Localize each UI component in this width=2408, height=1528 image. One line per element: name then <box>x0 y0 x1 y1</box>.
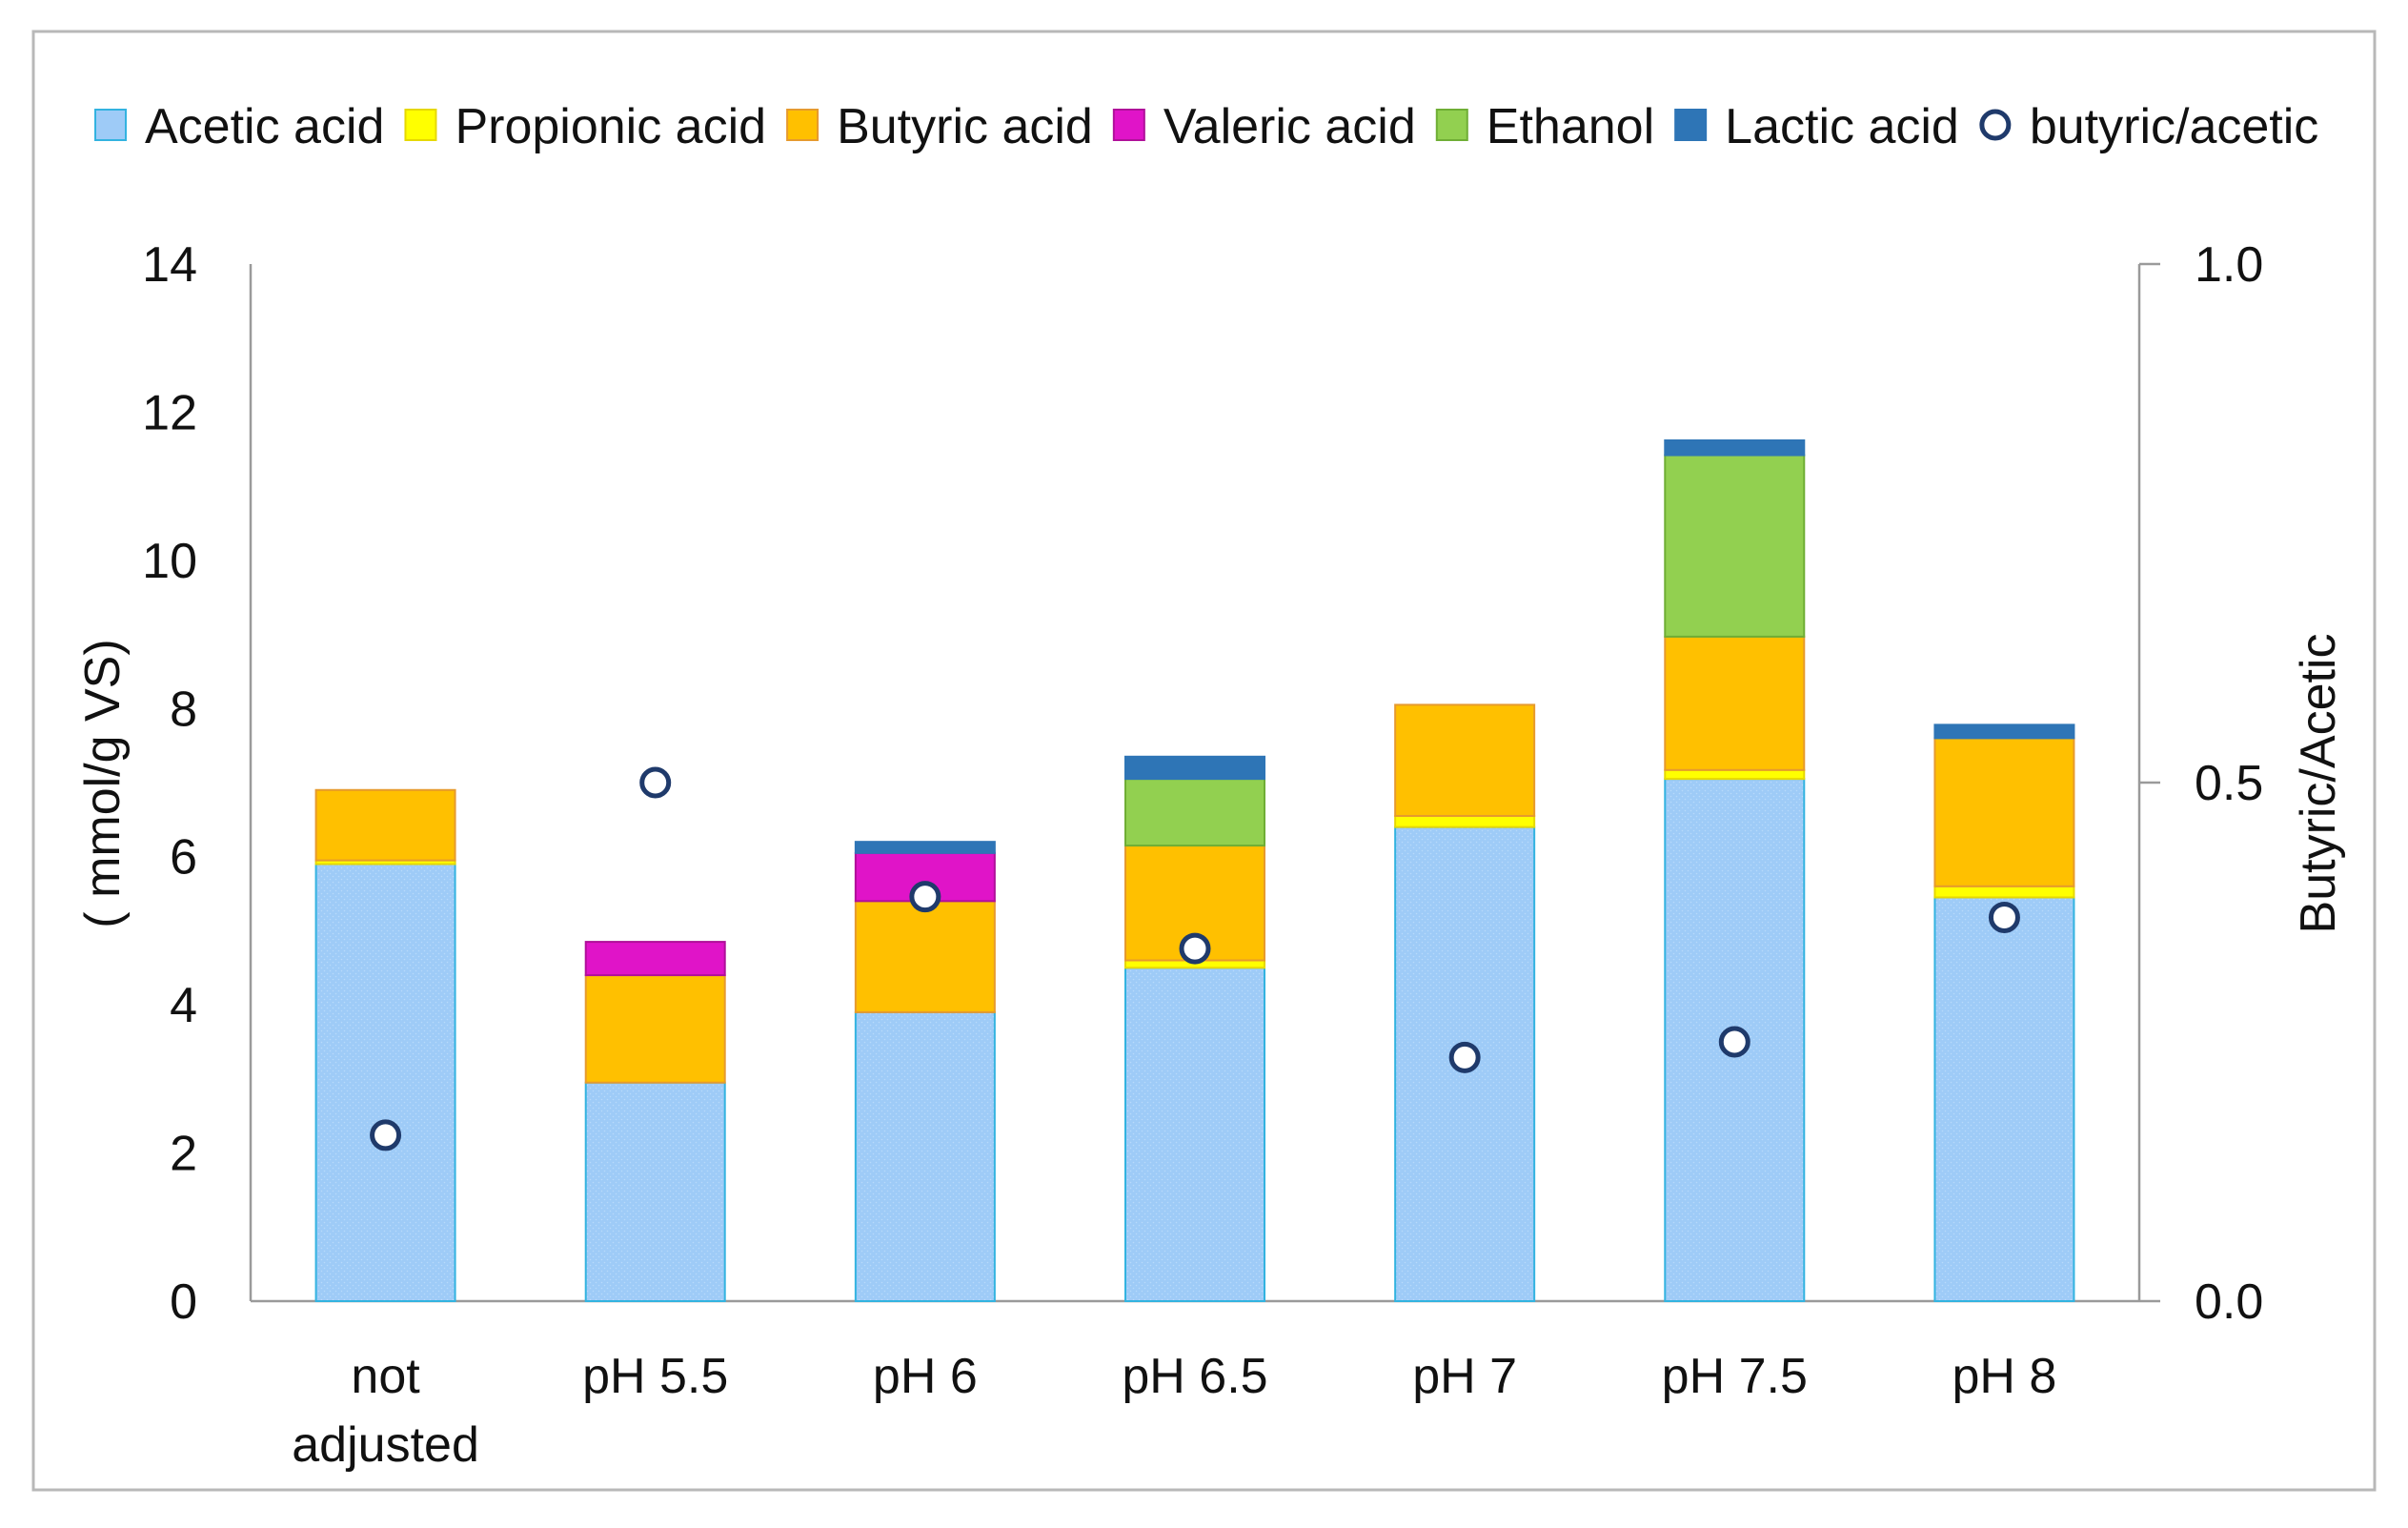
bar-segment-butyric-acid <box>314 788 456 862</box>
bar-segment-valeric-acid <box>584 941 726 977</box>
legend-label-butyric-acid: Butyric acid <box>837 99 1093 154</box>
bar-segment-butyric-acid <box>1394 703 1536 817</box>
bar-segment-lactic-acid <box>1124 755 1265 781</box>
bar-segment-propionic-acid <box>1664 768 1806 781</box>
bar-segment-butyric-acid <box>854 900 996 1013</box>
y-tick-label: 2 <box>170 1127 197 1182</box>
y2-tick-label: 1.0 <box>2195 237 2263 293</box>
x-tick-label: pH 8 <box>1953 1349 2057 1404</box>
legend-swatch-acetic-acid <box>94 109 127 141</box>
bar-segment-acetic-acid <box>854 1010 996 1303</box>
y-tick-label: 4 <box>170 978 197 1033</box>
ratio-marker <box>1718 1026 1750 1058</box>
y2-tick-label: 0.5 <box>2195 756 2263 811</box>
legend-label-propionic-acid: Propionic acid <box>455 99 766 154</box>
legend-swatch-propionic-acid <box>404 109 437 141</box>
x-tick-label: pH 7.5 <box>1662 1349 1808 1404</box>
bar-segment-butyric-acid <box>1664 635 1806 771</box>
y-tick-label: 10 <box>142 534 197 589</box>
ratio-marker <box>1179 932 1211 965</box>
y-tick-label: 8 <box>170 682 197 737</box>
bar-segment-acetic-acid <box>314 863 456 1302</box>
bar-segment-propionic-acid <box>1933 885 2075 899</box>
bar-segment-butyric-acid <box>584 974 726 1084</box>
bars <box>314 438 2075 1303</box>
ratio-markers <box>370 766 2020 1151</box>
x-tick-label: pH 6 <box>873 1349 978 1404</box>
legend-label-acetic-acid: Acetic acid <box>145 99 384 154</box>
bar-segment-lactic-acid <box>854 841 996 854</box>
axes: 0 2 4 6 8 10 12 14 0.0 0.5 1.0 ( mmol/g VS) Butyric/… <box>75 237 2346 1473</box>
ratio-marker <box>370 1119 402 1151</box>
y-axis-title: ( mmol/g VS) <box>75 639 131 927</box>
x-tick-label: adjusted <box>292 1417 479 1473</box>
ratio-marker <box>639 766 672 799</box>
bar-segment-acetic-acid <box>1933 896 2075 1302</box>
ratio-marker <box>1448 1041 1481 1073</box>
bar-segment-ethanol <box>1124 778 1265 847</box>
y-tick-label: 12 <box>142 385 197 440</box>
y-tick-label: 6 <box>170 830 197 886</box>
x-tick-label: pH 6.5 <box>1122 1349 1267 1404</box>
legend-swatch-lactic-acid <box>1674 109 1708 141</box>
x-tick-label: pH 7 <box>1412 1349 1517 1404</box>
bar-segment-lactic-acid <box>1933 723 2075 740</box>
legend-swatch-butyric-acid <box>786 109 820 141</box>
bar-segment-propionic-acid <box>1394 814 1536 828</box>
x-tick-label: pH 5.5 <box>582 1349 728 1404</box>
y-tick-label: 14 <box>142 237 197 293</box>
legend-swatch-valeric-acid <box>1112 109 1145 141</box>
bar-segment-butyric-acid <box>1933 737 2075 887</box>
legend-swatch-ethanol <box>1435 109 1468 141</box>
ratio-marker <box>1988 901 2020 933</box>
bar-segment-lactic-acid <box>1664 438 1806 457</box>
legend-label-lactic-acid: Lactic acid <box>1725 99 1959 154</box>
x-tick-label: not <box>351 1349 420 1404</box>
y2-tick-label: 0.0 <box>2195 1274 2263 1330</box>
bar-segment-ethanol <box>1664 454 1806 638</box>
bar-segment-acetic-acid <box>584 1081 726 1302</box>
ratio-marker <box>909 881 941 913</box>
legend-label-ethanol: Ethanol <box>1487 99 1654 154</box>
bar-segment-acetic-acid <box>1124 967 1265 1302</box>
legend: Acetic acid Propionic acid Butyric acid Val… <box>94 99 2318 154</box>
legend-swatch-butyric-acetic <box>1979 109 2012 141</box>
y-tick-label: 0 <box>170 1274 197 1330</box>
y2-axis-title: Butyric/Acetic <box>2291 634 2346 934</box>
legend-label-butyric-acetic: butyric/acetic <box>2030 99 2318 154</box>
legend-label-valeric-acid: Valeric acid <box>1164 99 1416 154</box>
